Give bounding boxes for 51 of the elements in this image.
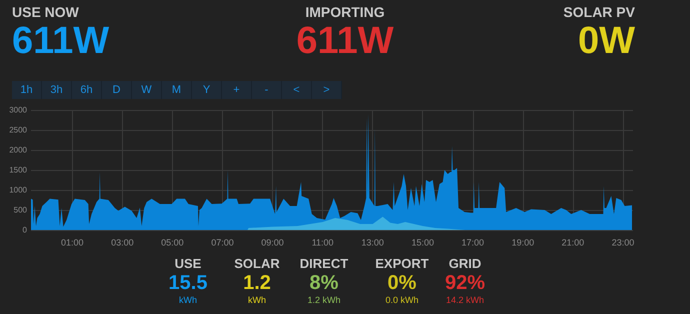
text: 6h bbox=[72, 81, 102, 99]
y-tick-label: 3000 bbox=[9, 106, 28, 114]
x-tick-label: 17:00 bbox=[462, 238, 484, 248]
x-tick-label: 09:00 bbox=[261, 238, 284, 248]
text: M bbox=[162, 81, 192, 99]
text: 3h bbox=[42, 81, 72, 99]
x-tick-label: 13:00 bbox=[361, 238, 384, 248]
text: 611W bbox=[12, 20, 110, 62]
text: kWh bbox=[247, 295, 267, 305]
category-label: DIRECT bbox=[298, 256, 350, 271]
text: 0% bbox=[388, 272, 416, 294]
text: 1.2 kWh bbox=[306, 295, 342, 305]
text: 1.2 bbox=[243, 272, 271, 294]
x-tick-label: 07:00 bbox=[211, 238, 234, 248]
y-tick-label: 1000 bbox=[9, 186, 28, 194]
text: 611W bbox=[296, 20, 394, 62]
text: - bbox=[252, 81, 282, 99]
x-tick-label: 23:00 bbox=[612, 238, 634, 248]
category-label: SOLAR bbox=[233, 256, 281, 271]
category-label: EXPORT bbox=[374, 256, 430, 271]
text: < bbox=[282, 81, 312, 99]
x-tick-label: 01:00 bbox=[61, 238, 84, 248]
category-label: IMPORTING bbox=[304, 4, 386, 20]
x-tick-label: 15:00 bbox=[411, 238, 434, 248]
y-tick-label: 2500 bbox=[9, 126, 28, 134]
text: 0W bbox=[578, 20, 635, 62]
text: 15.5 bbox=[168, 272, 208, 294]
text: kWh bbox=[178, 295, 198, 305]
y-tick-label: 2000 bbox=[9, 146, 28, 154]
text: > bbox=[312, 81, 342, 99]
text: D bbox=[102, 81, 132, 99]
x-tick-label: 11:00 bbox=[312, 238, 334, 248]
text: 14.2 kWh bbox=[444, 295, 486, 305]
category-label: SOLAR PV bbox=[563, 4, 635, 20]
x-tick-label: 21:00 bbox=[562, 238, 584, 248]
y-tick-label: 0 bbox=[22, 226, 28, 234]
text: Y bbox=[192, 81, 222, 99]
text: 0.0 kWh bbox=[384, 295, 420, 305]
x-tick-label: 05:00 bbox=[161, 238, 184, 248]
y-tick-label: 500 bbox=[14, 206, 28, 214]
text: 92% bbox=[444, 272, 486, 294]
x-tick-label: 19:00 bbox=[512, 238, 534, 248]
category-label: USE NOW bbox=[12, 4, 80, 20]
category-label: USE bbox=[174, 256, 202, 271]
text: W bbox=[132, 81, 162, 99]
category-label: GRID bbox=[448, 256, 482, 271]
text: 1h bbox=[12, 81, 42, 99]
text: 8% bbox=[310, 272, 338, 294]
x-tick-label: 03:00 bbox=[111, 238, 134, 248]
text: + bbox=[222, 81, 252, 99]
y-tick-label: 1500 bbox=[9, 166, 28, 174]
